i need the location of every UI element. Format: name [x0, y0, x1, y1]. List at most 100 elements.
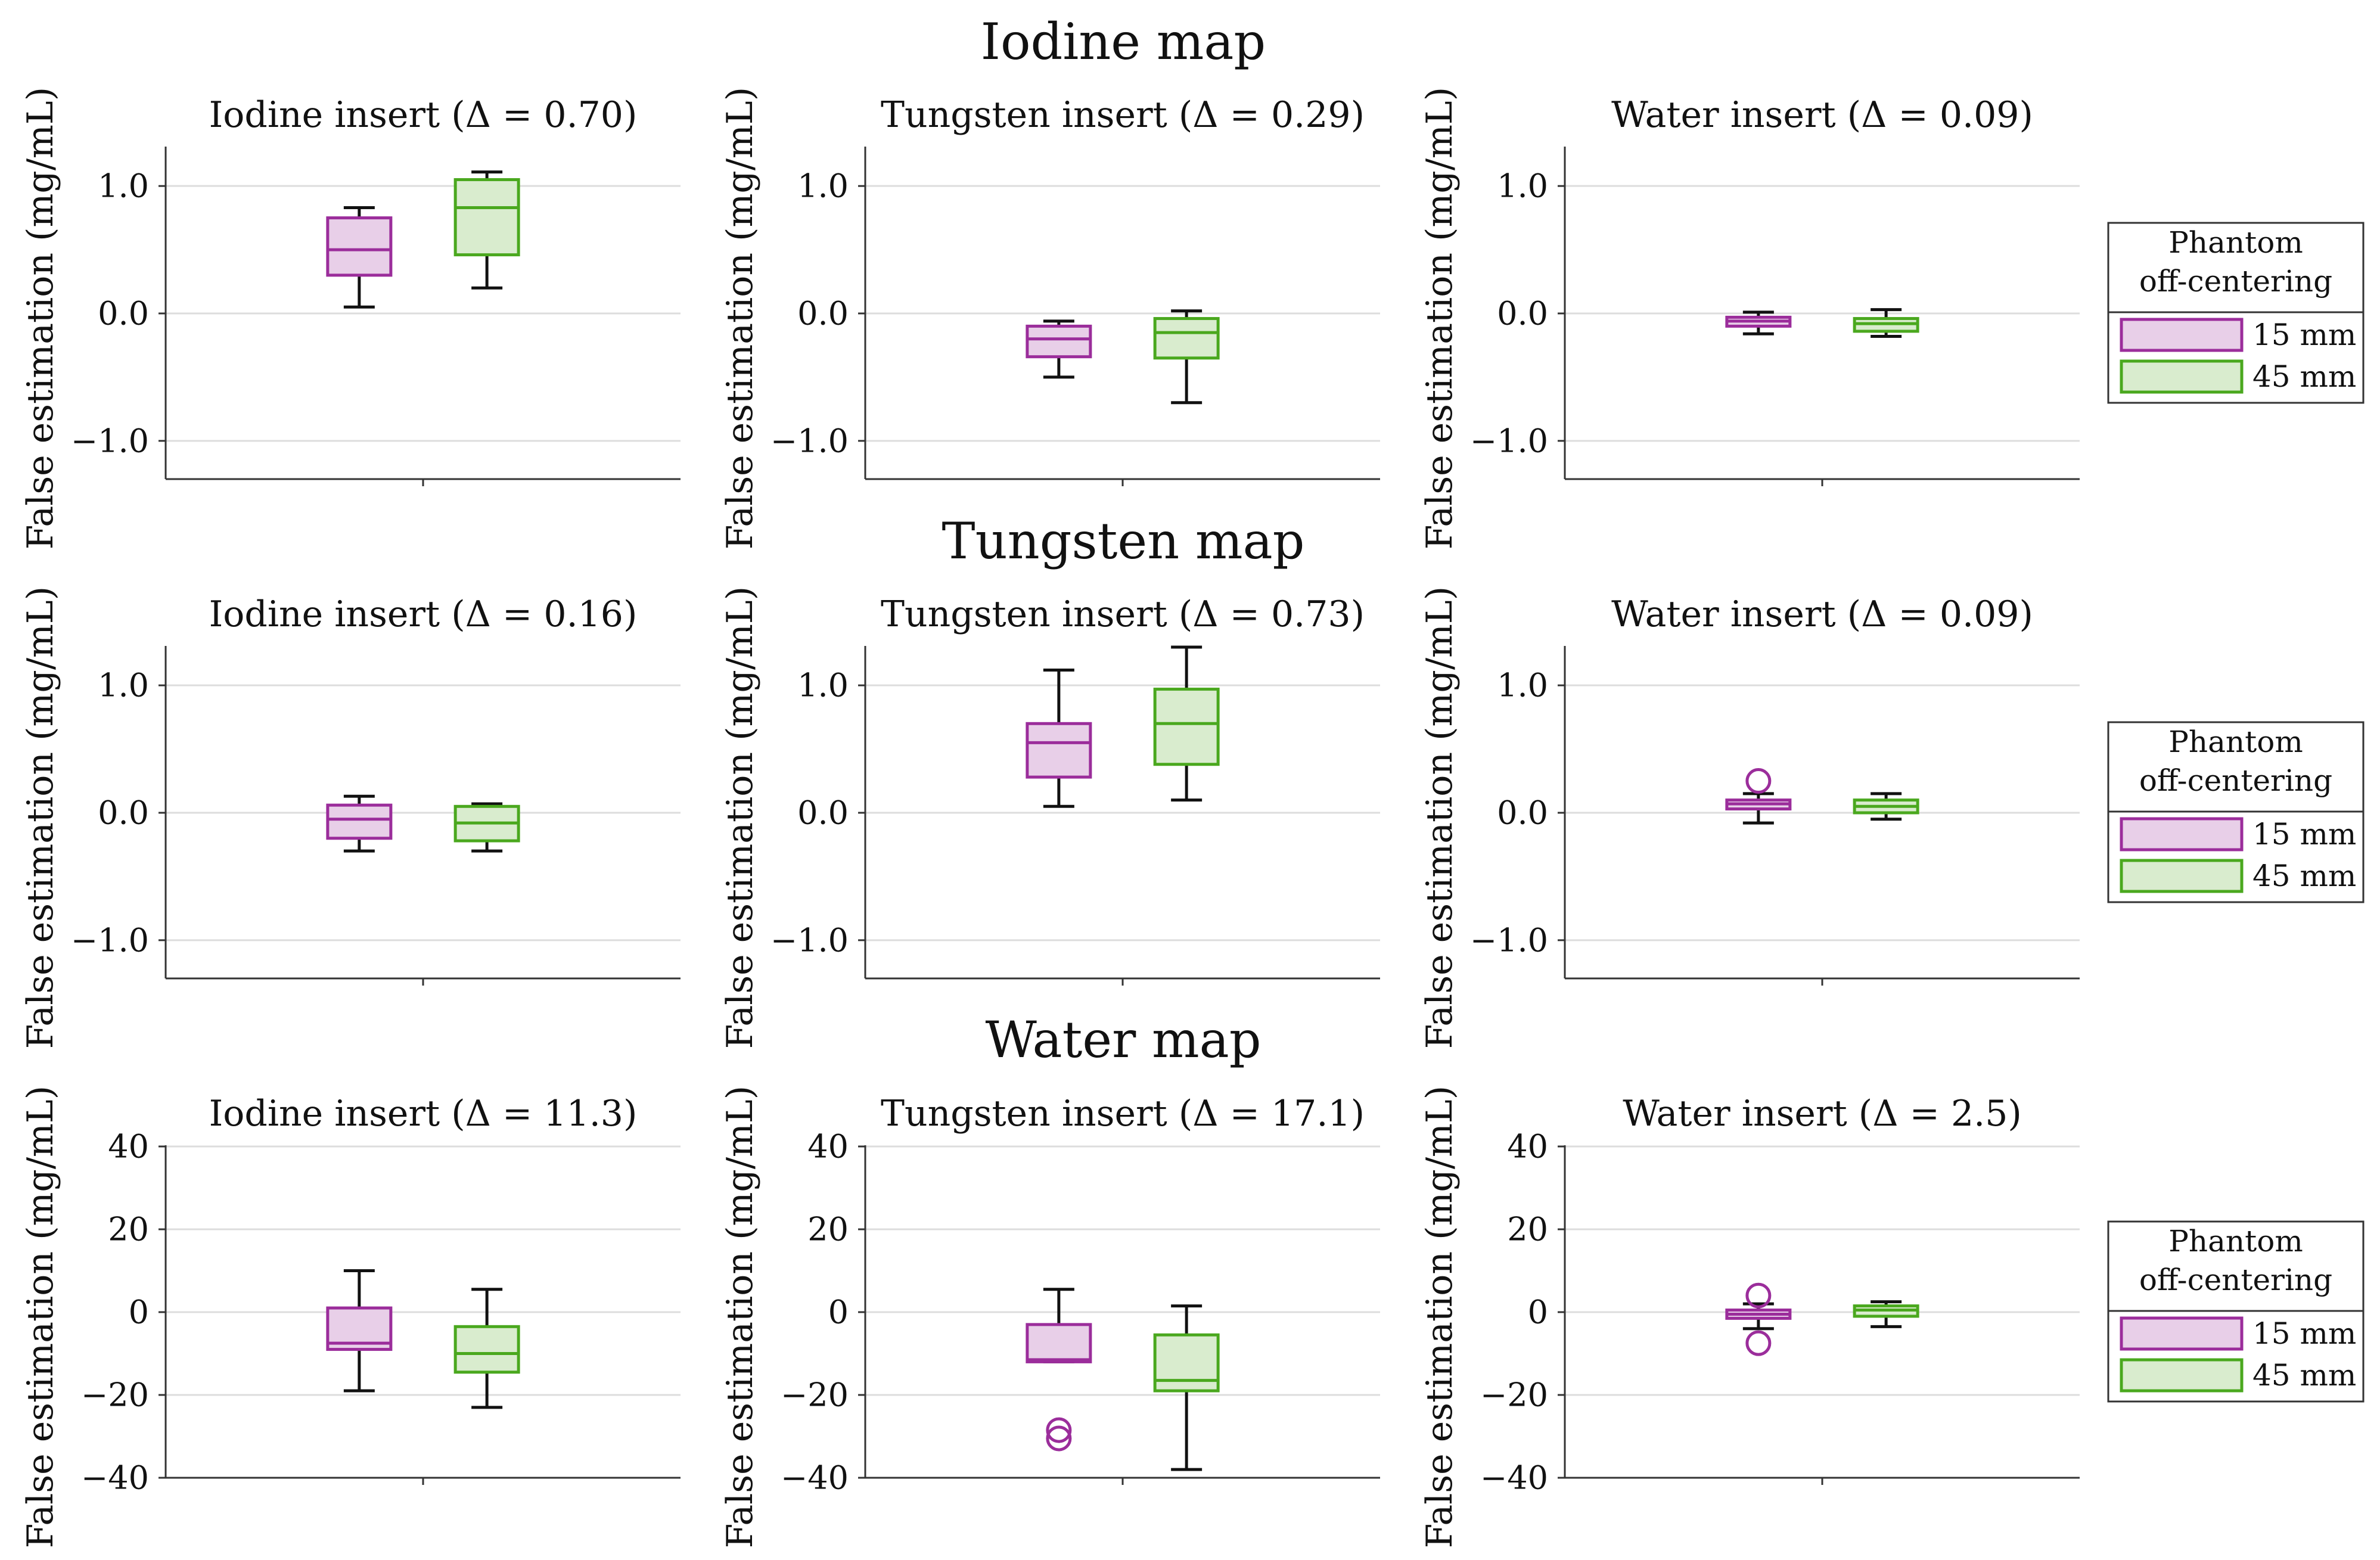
- box-45mm: [453, 178, 520, 257]
- legend-r2: Phantom off-centering 15 mm 45 mm: [2107, 1220, 2365, 1403]
- y-axis-label: False estimation (mg/mL): [20, 1086, 61, 1548]
- y-axis-label: False estimation (mg/mL): [20, 586, 61, 1049]
- y-tick-label: −1.0: [71, 921, 149, 959]
- y-tick-label: 20: [108, 1211, 149, 1248]
- y-tick-label: −40: [81, 1459, 149, 1497]
- legend-title: off-centering: [2139, 264, 2332, 299]
- y-tick-label: 1.0: [1497, 167, 1548, 205]
- y-axis-label: False estimation (mg/mL): [719, 87, 761, 549]
- legend-r0: Phantom off-centering 15 mm 45 mm: [2107, 222, 2365, 404]
- y-tick-label: 0.0: [98, 295, 149, 332]
- panel-title: Tungsten insert (Δ = 0.73): [881, 593, 1365, 635]
- panel-title: Tungsten insert (Δ = 17.1): [881, 1093, 1365, 1135]
- y-axis-label: False estimation (mg/mL): [1419, 1086, 1461, 1548]
- panel-r2-c0: 40 20 0 −20 −40 False estimation (mg/mL) Iodin…: [20, 1086, 681, 1548]
- y-tick-label: −1.0: [1470, 422, 1548, 459]
- y-tick-label: −1.0: [770, 921, 849, 959]
- y-tick-label: 1.0: [797, 667, 849, 704]
- y-tick-label: 20: [1507, 1211, 1548, 1248]
- y-tick-label: −1.0: [1470, 921, 1548, 959]
- legend-swatch-45mm: [2120, 1358, 2244, 1393]
- legend-label: 15 mm: [2252, 817, 2356, 852]
- legend-swatch-15mm: [2120, 318, 2244, 352]
- box-15mm: [1026, 722, 1092, 779]
- y-tick-label: 0: [828, 1294, 849, 1331]
- y-axis-label: False estimation (mg/mL): [719, 586, 761, 1049]
- y-axis-label: False estimation (mg/mL): [1419, 586, 1461, 1049]
- y-tick-label: 0: [129, 1294, 149, 1331]
- panel-title: Tungsten insert (Δ = 0.29): [881, 94, 1365, 136]
- y-tick-label: 40: [807, 1128, 849, 1166]
- legend-label: 45 mm: [2252, 859, 2356, 893]
- panel-r0-c0: 1.0 0.0 −1.0 False estimation (mg/mL) Iodine…: [20, 87, 681, 549]
- y-tick-label: 0.0: [1497, 794, 1548, 832]
- outlier-15mm: [1745, 1330, 1772, 1356]
- box-15mm: [1026, 324, 1092, 359]
- legend-swatch-45mm: [2120, 359, 2244, 394]
- panel-r1-c0: 1.0 0.0 −1.0 False estimation (mg/mL) Iodine…: [20, 586, 681, 1049]
- y-tick-label: −1.0: [71, 422, 149, 459]
- legend-title: off-centering: [2139, 763, 2332, 798]
- y-tick-label: 1.0: [797, 167, 849, 205]
- panel-title: Iodine insert (Δ = 0.16): [209, 593, 638, 635]
- outlier-15mm: [1745, 768, 1772, 794]
- legend-label: 15 mm: [2252, 1316, 2356, 1351]
- panel-r2-c1: 40 20 0 −20 −40 False estimation (mg/mL) Tungs…: [719, 1086, 1380, 1548]
- box-45mm: [1153, 688, 1220, 766]
- y-axis-label: False estimation (mg/mL): [20, 87, 61, 549]
- y-tick-label: −20: [781, 1376, 849, 1414]
- y-tick-label: 0.0: [98, 794, 149, 832]
- y-tick-label: 0: [1528, 1294, 1548, 1331]
- box-45mm: [453, 1325, 520, 1374]
- y-tick-label: −1.0: [770, 422, 849, 459]
- legend-swatch-45mm: [2120, 859, 2244, 893]
- y-tick-label: 0.0: [1497, 295, 1548, 332]
- y-tick-label: 1.0: [98, 167, 149, 205]
- legend-swatch-15mm: [2120, 1316, 2244, 1351]
- outlier-15mm: [1046, 1425, 1072, 1452]
- y-tick-label: −40: [781, 1459, 849, 1497]
- y-tick-label: 1.0: [1497, 667, 1548, 704]
- row-title: Iodine map: [981, 13, 1266, 71]
- y-tick-label: 40: [1507, 1128, 1548, 1166]
- outlier-15mm: [1745, 1282, 1772, 1309]
- y-tick-label: 0.0: [797, 295, 849, 332]
- y-axis-label: False estimation (mg/mL): [1419, 87, 1461, 549]
- panel-title: Iodine insert (Δ = 11.3): [209, 1093, 638, 1135]
- row-title: Water map: [986, 1011, 1262, 1069]
- box-45mm: [1153, 317, 1220, 360]
- legend-title: off-centering: [2139, 1263, 2332, 1297]
- y-tick-label: 0.0: [797, 794, 849, 832]
- box-15mm: [1026, 1323, 1092, 1363]
- panel-title: Water insert (Δ = 0.09): [1611, 593, 2033, 635]
- box-15mm: [326, 216, 393, 277]
- legend-title: Phantom: [2168, 725, 2303, 759]
- box-45mm: [1153, 1333, 1220, 1393]
- y-tick-label: −20: [81, 1376, 149, 1414]
- legend-label: 15 mm: [2252, 318, 2356, 352]
- y-tick-label: −20: [1480, 1376, 1548, 1414]
- y-tick-label: 1.0: [98, 667, 149, 704]
- legend-swatch-15mm: [2120, 817, 2244, 852]
- legend-r1: Phantom off-centering 15 mm 45 mm: [2107, 721, 2365, 903]
- legend-title: Phantom: [2168, 1224, 2303, 1258]
- legend-title: Phantom: [2168, 225, 2303, 260]
- legend-label: 45 mm: [2252, 359, 2356, 394]
- y-axis-label: False estimation (mg/mL): [719, 1086, 761, 1548]
- panel-r2-c2: 40 20 0 −20 −40 False estimation (mg/mL) Water…: [1419, 1086, 2080, 1548]
- row-title: Tungsten map: [942, 512, 1305, 570]
- panel-title: Water insert (Δ = 2.5): [1623, 1093, 2022, 1135]
- y-tick-label: 40: [108, 1128, 149, 1166]
- box-15mm: [326, 803, 393, 840]
- y-tick-label: 20: [807, 1211, 849, 1248]
- y-tick-label: −40: [1480, 1459, 1548, 1497]
- panel-title: Iodine insert (Δ = 0.70): [209, 94, 638, 136]
- legend-label: 45 mm: [2252, 1358, 2356, 1393]
- panel-title: Water insert (Δ = 0.09): [1611, 94, 2033, 136]
- outlier-15mm: [1046, 1417, 1072, 1443]
